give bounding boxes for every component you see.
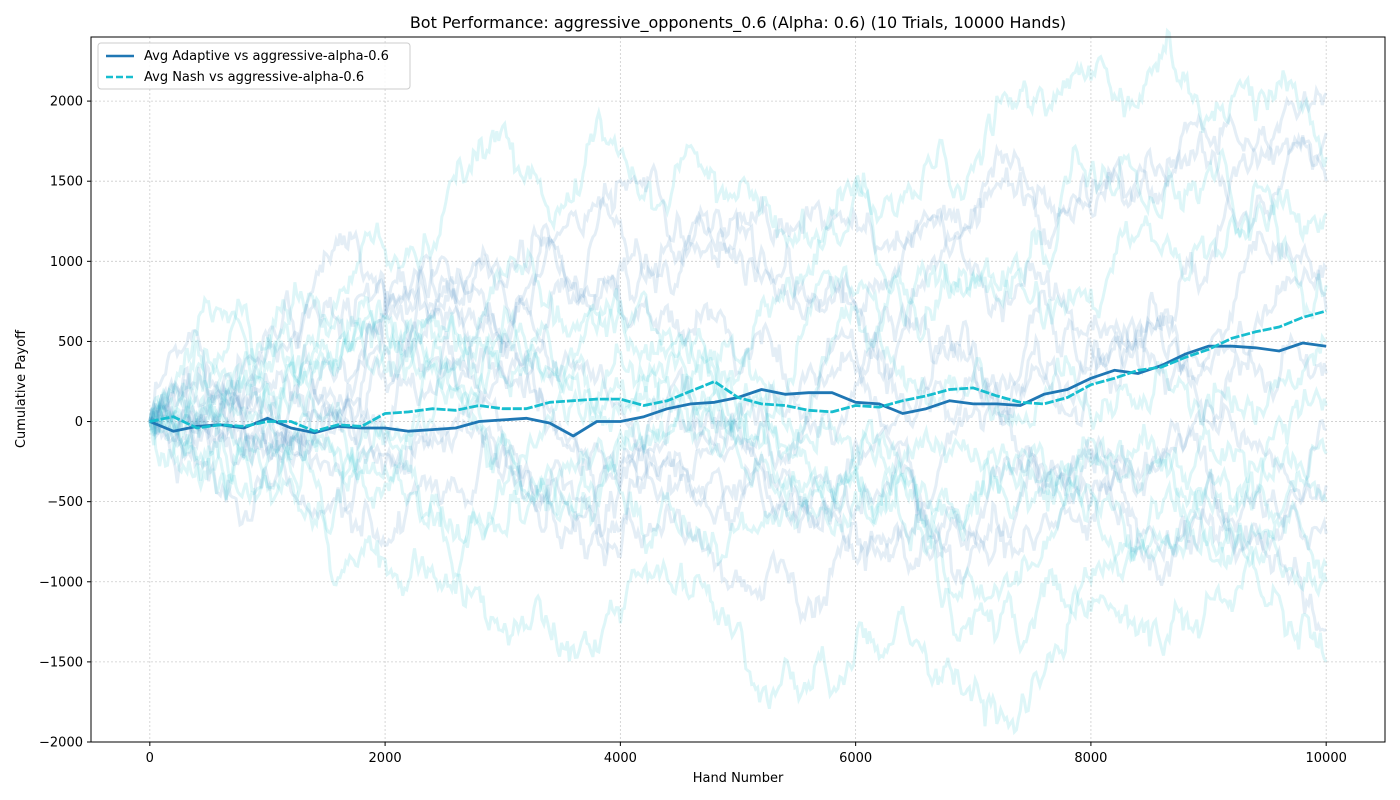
trial-line: [148, 339, 1328, 655]
y-tick-label: −2000: [39, 736, 83, 751]
y-tick-label: 1000: [50, 255, 83, 270]
x-tick-label: 10000: [1306, 751, 1347, 766]
y-tick-label: 2000: [50, 95, 83, 110]
trial-line: [149, 319, 1328, 587]
y-axis-label: Cumulative Payoff: [14, 329, 29, 448]
trial-line: [148, 188, 1328, 451]
gridlines: [91, 37, 1385, 743]
y-tick-label: −1500: [39, 655, 83, 670]
x-tick-label: 6000: [839, 751, 872, 766]
x-axis-ticks: 0 2000 4000 6000 8000 10000: [146, 742, 1347, 766]
trial-line: [148, 373, 1327, 633]
trial-line: [148, 349, 1328, 579]
trial-line: [148, 362, 1328, 568]
x-tick-label: 2000: [369, 751, 402, 766]
y-tick-label: 0: [75, 415, 83, 430]
trial-line: [148, 84, 1328, 538]
trial-line: [148, 411, 1328, 736]
plot-area-frame: [90, 36, 1386, 743]
legend-label-nash: Avg Nash vs aggressive-alpha-0.6: [144, 70, 364, 85]
x-tick-label: 8000: [1074, 751, 1107, 766]
legend-label-adaptive: Avg Adaptive vs aggressive-alpha-0.6: [144, 49, 389, 64]
x-tick-label: 0: [146, 751, 154, 766]
x-tick-label: 4000: [604, 751, 637, 766]
legend: Avg Adaptive vs aggressive-alpha-0.6 Avg…: [97, 42, 411, 90]
series-line-nash: [149, 309, 1327, 433]
legend-box: [97, 42, 411, 90]
trial-lines: [148, 27, 1328, 736]
trial-line: [148, 288, 1328, 562]
trial-line: [148, 317, 1328, 560]
trial-line: [149, 143, 1328, 469]
trial-line: [148, 269, 1327, 577]
trial-line: [148, 223, 1328, 523]
trial-line: [148, 261, 1328, 533]
chart-title: Bot Performance: aggressive_opponents_0.…: [410, 13, 1066, 33]
trial-line: [148, 161, 1328, 463]
trial-line: [148, 295, 1328, 523]
x-axis-label: Hand Number: [693, 771, 784, 786]
y-tick-label: 500: [58, 335, 83, 350]
trial-line: [149, 112, 1328, 528]
y-axis-ticks: −2000 −1500 −1000 −500 0 500 1000 1500 2000: [39, 95, 91, 751]
trial-line: [149, 299, 1328, 604]
series-lines: [149, 309, 1327, 438]
y-tick-label: 1500: [50, 175, 83, 190]
y-tick-label: −1000: [39, 575, 83, 590]
trial-line: [148, 27, 1328, 426]
trial-line: [149, 131, 1328, 521]
y-tick-label: −500: [47, 495, 83, 510]
